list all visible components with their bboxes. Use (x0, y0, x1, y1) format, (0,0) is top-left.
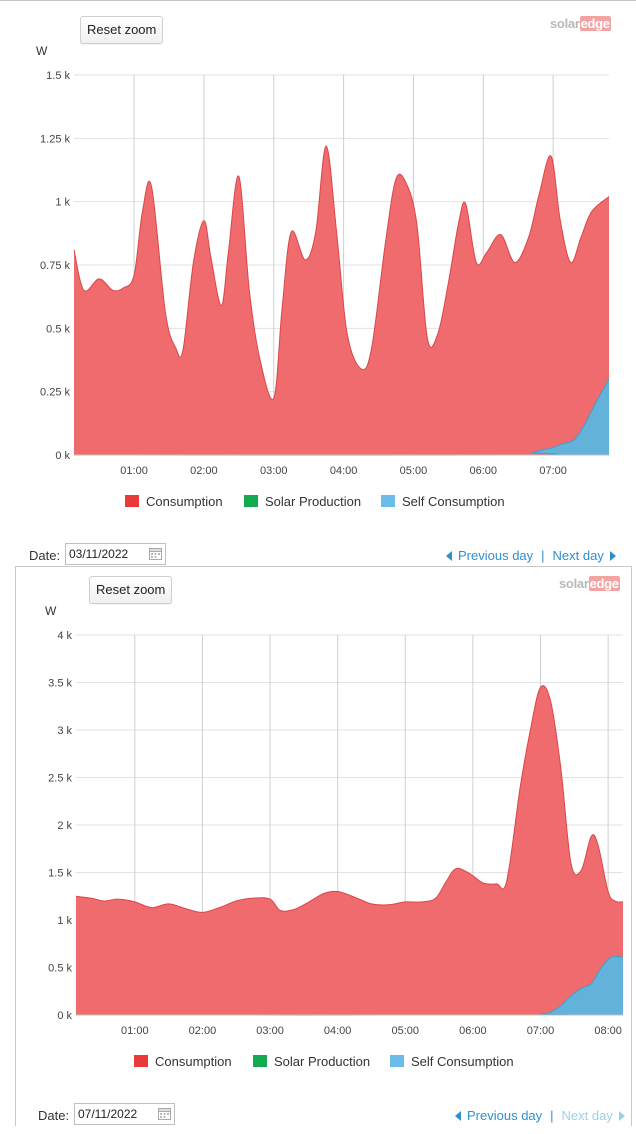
consumption-line (75, 685, 624, 913)
legend-label: Consumption (155, 1054, 232, 1069)
legend-label: Solar Production (274, 1054, 370, 1069)
legend-label: Solar Production (265, 494, 361, 509)
y-tick-label: 4 k (57, 630, 72, 642)
y-tick-label: 2.5 k (48, 773, 72, 785)
legend-label: Self Consumption (402, 494, 505, 509)
date-navigation: Date: 03/11/2022 Previous day | Next day (0, 543, 636, 569)
logo-text-solar: solar (550, 16, 580, 31)
y-tick-label: 0 k (55, 450, 70, 462)
y-tick-label: 2 k (57, 820, 72, 832)
legend-self-consumption[interactable]: Self Consumption (390, 1054, 514, 1069)
consumption-area (74, 145, 609, 455)
legend-consumption[interactable]: Consumption (134, 1054, 232, 1069)
next-day-label: Next day (561, 1108, 613, 1123)
y-tick-label: 0.75 k (40, 260, 70, 272)
x-tick-label: 05:00 (392, 1025, 420, 1037)
y-tick-label: 1 k (57, 915, 72, 927)
x-tick-label: 07:00 (539, 465, 567, 477)
x-tick-label: 01:00 (121, 1025, 149, 1037)
previous-day-link[interactable]: Previous day (455, 1108, 542, 1123)
legend-swatch (381, 495, 395, 507)
x-tick-label: 07:00 (527, 1025, 555, 1037)
previous-day-label: Previous day (467, 1108, 543, 1123)
date-value: 07/11/2022 (78, 1107, 138, 1121)
x-tick-label: 02:00 (189, 1025, 217, 1037)
x-tick-label: 06:00 (470, 465, 498, 477)
nav-separator: | (541, 548, 545, 563)
date-value: 03/11/2022 (69, 547, 129, 561)
y-tick-label: 0.5 k (48, 963, 72, 975)
nav-separator: | (550, 1108, 554, 1123)
y-tick-label: 3 k (57, 725, 72, 737)
date-label: Date: (38, 1108, 70, 1123)
legend-consumption[interactable]: Consumption (125, 494, 223, 509)
date-field[interactable]: 03/11/2022 (65, 543, 166, 565)
legend-swatch (125, 495, 139, 507)
y-axis-unit: W (45, 604, 57, 618)
consumption-line (73, 145, 610, 400)
legend-label: Self Consumption (411, 1054, 514, 1069)
previous-day-link[interactable]: Previous day (446, 548, 533, 563)
x-tick-label: 01:00 (120, 465, 148, 477)
day-navigation: Previous day | Next day (446, 548, 616, 563)
x-tick-label: 03:00 (256, 1025, 284, 1037)
logo-text-solar: solar (559, 576, 589, 591)
chevron-right-icon (609, 551, 616, 561)
legend-swatch (134, 1055, 148, 1067)
legend-swatch (244, 495, 258, 507)
next-day-link: Next day (562, 1108, 625, 1123)
solaredge-logo: solaredge (559, 576, 620, 591)
day-navigation: Previous day | Next day (455, 1108, 625, 1123)
consumption-area (76, 685, 623, 1015)
date-label: Date: (29, 548, 61, 563)
solaredge-logo: solaredge (550, 16, 611, 31)
power-chart-2[interactable]: 0 k 0.5 k 1 k 1.5 k 2 k 2.5 k 3 k 3.5 k 4 k 01:00… (0, 566, 636, 1086)
x-tick-label: 04:00 (324, 1025, 352, 1037)
x-tick-label: 06:00 (459, 1025, 487, 1037)
power-chart-1[interactable]: 0 k 0.25 k 0.5 k 0.75 k 1 k 1.25 k 1.5 k 01:00 0… (0, 0, 636, 520)
x-tick-label: 08:00 (594, 1025, 622, 1037)
calendar-icon[interactable] (158, 1107, 171, 1120)
panel-border-left (15, 566, 16, 1126)
y-tick-label: 0.25 k (40, 387, 70, 399)
calendar-icon[interactable] (149, 547, 162, 560)
y-tick-label: 1.5 k (46, 70, 70, 82)
x-tick-label: 02:00 (190, 465, 218, 477)
next-day-label: Next day (552, 548, 604, 563)
chevron-right-icon (618, 1111, 625, 1121)
legend-solar-production[interactable]: Solar Production (244, 494, 361, 509)
previous-day-label: Previous day (458, 548, 534, 563)
legend-swatch (390, 1055, 404, 1067)
y-tick-label: 0.5 k (46, 323, 70, 335)
panel-border-right (631, 566, 632, 1126)
chevron-left-icon (455, 1111, 461, 1121)
date-field[interactable]: 07/11/2022 (74, 1103, 175, 1125)
legend-solar-production[interactable]: Solar Production (253, 1054, 370, 1069)
legend-swatch (253, 1055, 267, 1067)
panel-border (15, 566, 632, 567)
chevron-left-icon (446, 551, 452, 561)
y-axis-unit: W (36, 44, 48, 58)
x-tick-label: 04:00 (330, 465, 358, 477)
x-tick-label: 03:00 (260, 465, 288, 477)
x-tick-label: 05:00 (400, 465, 428, 477)
self-consumption-area (74, 379, 609, 456)
panel-border (0, 0, 636, 1)
legend-label: Consumption (146, 494, 223, 509)
chart-panel-2: 0 k 0.5 k 1 k 1.5 k 2 k 2.5 k 3 k 3.5 k 4 k 01:00… (0, 566, 636, 1126)
logo-text-edge: edge (579, 16, 611, 31)
y-tick-label: 1 k (55, 197, 70, 209)
self-consumption-area (76, 956, 623, 1016)
date-navigation: Date: 07/11/2022 Previous day | Next day (0, 1103, 636, 1129)
y-tick-label: 3.5 k (48, 678, 72, 690)
reset-zoom-button[interactable]: Reset zoom (89, 576, 173, 604)
logo-text-edge: edge (588, 576, 620, 591)
y-tick-label: 0 k (57, 1010, 72, 1022)
next-day-link[interactable]: Next day (553, 548, 616, 563)
y-tick-label: 1.5 k (48, 868, 72, 880)
reset-zoom-button[interactable]: Reset zoom (80, 16, 164, 44)
y-tick-label: 1.25 k (40, 133, 70, 145)
legend-self-consumption[interactable]: Self Consumption (381, 494, 505, 509)
chart-panel-1: 0 k 0.25 k 0.5 k 0.75 k 1 k 1.25 k 1.5 k 01:00 0… (0, 0, 636, 560)
